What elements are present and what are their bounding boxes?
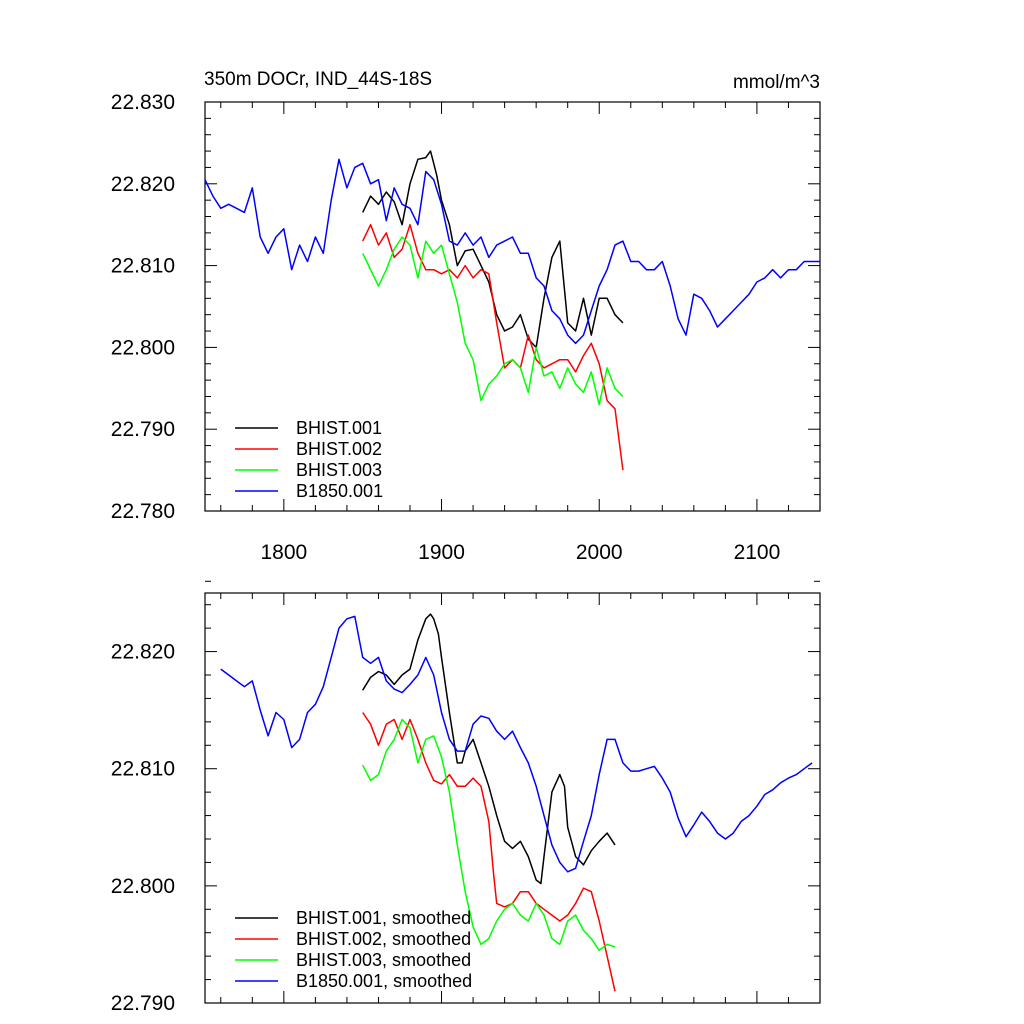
top-plot-frame [204,101,821,512]
y-tick-label: 22.820 [111,173,175,196]
legend-label: BHIST.001 [296,418,382,438]
chart-title: 350m DOCr, IND_44S-18S [204,69,432,90]
y-tick-label: 22.800 [111,336,175,359]
units-label: mmol/m^3 [733,72,820,93]
legend-label: BHIST.003, smoothed [296,950,471,970]
bottom-x-axis [220,593,821,1003]
y-tick-label: 22.790 [111,418,175,441]
series-line-bhist-001 [362,150,624,349]
bottom-plot-frame [204,592,821,1004]
legend-label: BHIST.002, smoothed [296,929,471,949]
y-tick-label: 22.820 [111,641,175,664]
y-tick-label: 22.790 [111,992,175,1015]
y-tick-label: 22.800 [111,875,175,898]
y-tick-label: 22.830 [111,91,175,114]
legend-label: B1850.001 [296,481,383,501]
top-panel: 350m DOCr, IND_44S-18S mmol/m^3 22.83022… [111,69,821,564]
series-line-bhist-001-smoothed [362,613,616,885]
top-series-lines [204,150,820,471]
legend-label: BHIST.003 [296,460,382,480]
series-line-b1850-001-smoothed [220,615,813,873]
top-x-axis: 1800 1900 2000 2100 [220,102,821,564]
bottom-panel: 22.820 22.810 22.800 22.790 BHIST.001, smoo… [111,580,821,1015]
series-line-bhist-003-smoothed [362,718,616,952]
legend-label: B1850.001, smoothed [296,971,472,991]
series-line-bhist-002 [362,223,624,471]
series-line-b1850-001 [204,158,820,345]
x-tick-label: 2000 [576,541,623,564]
legend-label: BHIST.002 [296,439,382,459]
bottom-series-lines [220,613,813,992]
series-line-bhist-002-smoothed [362,712,616,992]
legend-label: BHIST.001, smoothed [296,908,471,928]
y-tick-label: 22.810 [111,758,175,781]
top-y-axis: 22.830 22.820 22.810 22.800 22.790 22.780 [111,91,820,523]
y-tick-label: 22.810 [111,255,175,278]
x-tick-label: 1900 [418,541,465,564]
x-tick-label: 1800 [260,541,307,564]
bottom-y-axis: 22.820 22.810 22.800 22.790 [111,580,820,1015]
y-tick-label: 22.780 [111,500,175,523]
x-tick-label: 2100 [734,541,781,564]
series-line-bhist-003 [362,236,624,406]
